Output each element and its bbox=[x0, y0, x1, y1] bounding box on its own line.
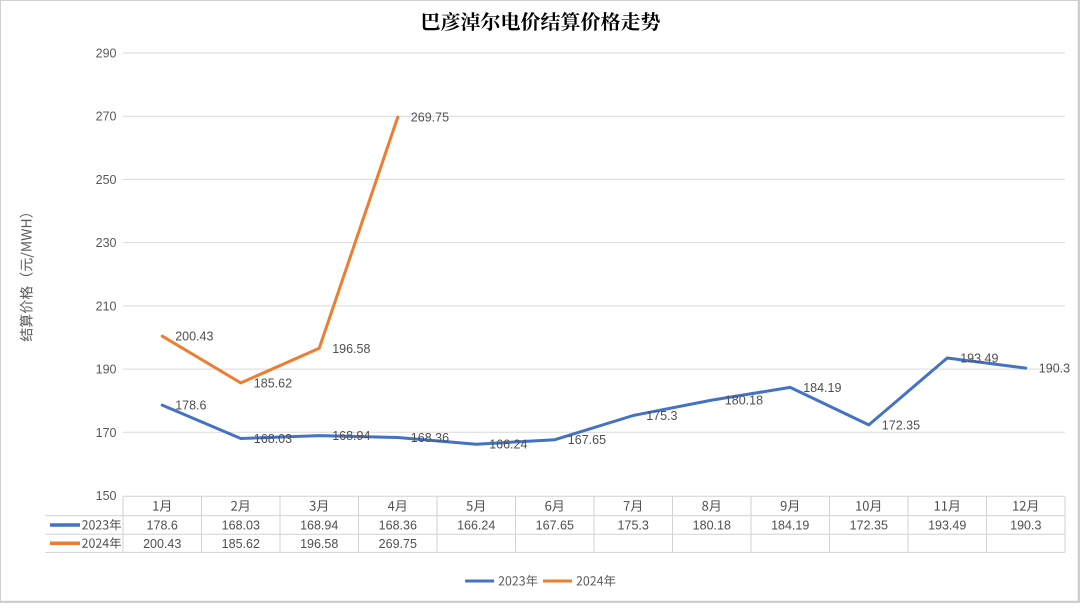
svg-text:250: 250 bbox=[96, 173, 117, 187]
svg-text:178.6: 178.6 bbox=[147, 519, 178, 533]
svg-text:200.43: 200.43 bbox=[143, 537, 181, 551]
svg-text:168.36: 168.36 bbox=[411, 431, 449, 445]
svg-text:172.35: 172.35 bbox=[882, 418, 920, 432]
svg-text:193.49: 193.49 bbox=[928, 519, 966, 533]
svg-text:172.35: 172.35 bbox=[850, 519, 888, 533]
svg-text:190.3: 190.3 bbox=[1039, 362, 1070, 376]
svg-text:190: 190 bbox=[96, 363, 117, 377]
svg-text:168.03: 168.03 bbox=[222, 519, 260, 533]
svg-text:210: 210 bbox=[96, 299, 117, 313]
svg-text:230: 230 bbox=[96, 236, 117, 250]
svg-text:290: 290 bbox=[96, 47, 117, 61]
svg-text:150: 150 bbox=[96, 489, 117, 503]
svg-text:180.18: 180.18 bbox=[725, 394, 763, 408]
svg-text:167.65: 167.65 bbox=[536, 519, 574, 533]
svg-text:175.3: 175.3 bbox=[618, 519, 649, 533]
svg-text:185.62: 185.62 bbox=[222, 537, 260, 551]
svg-text:175.3: 175.3 bbox=[646, 409, 677, 423]
svg-text:168.94: 168.94 bbox=[300, 519, 338, 533]
svg-text:168.36: 168.36 bbox=[379, 519, 417, 533]
svg-text:168.94: 168.94 bbox=[332, 429, 370, 443]
svg-text:180.18: 180.18 bbox=[693, 519, 731, 533]
svg-text:184.19: 184.19 bbox=[771, 519, 809, 533]
svg-text:196.58: 196.58 bbox=[332, 342, 370, 356]
svg-text:167.65: 167.65 bbox=[568, 433, 606, 447]
svg-text:166.24: 166.24 bbox=[489, 438, 527, 452]
svg-text:168.03: 168.03 bbox=[254, 432, 292, 446]
svg-text:270: 270 bbox=[96, 110, 117, 124]
svg-text:170: 170 bbox=[96, 426, 117, 440]
svg-text:193.49: 193.49 bbox=[960, 352, 998, 366]
svg-text:190.3: 190.3 bbox=[1010, 519, 1041, 533]
svg-text:178.6: 178.6 bbox=[175, 399, 206, 413]
svg-text:185.62: 185.62 bbox=[254, 376, 292, 390]
svg-text:200.43: 200.43 bbox=[175, 330, 213, 344]
svg-text:269.75: 269.75 bbox=[379, 537, 417, 551]
svg-text:184.19: 184.19 bbox=[803, 381, 841, 395]
svg-text:196.58: 196.58 bbox=[300, 537, 338, 551]
svg-text:269.75: 269.75 bbox=[411, 111, 449, 125]
svg-text:166.24: 166.24 bbox=[457, 519, 495, 533]
